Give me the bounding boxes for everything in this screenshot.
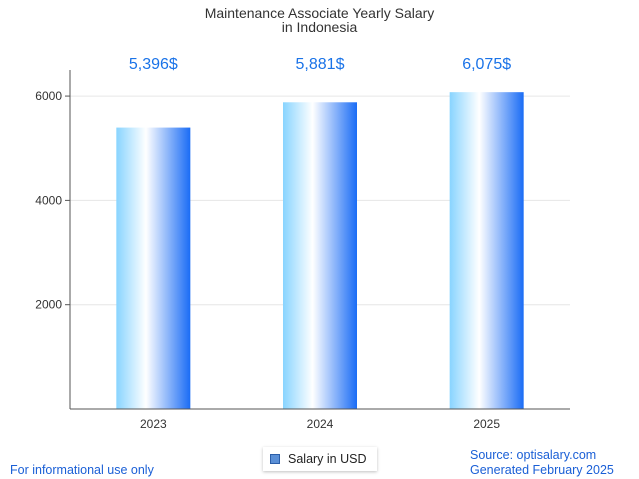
bar-2023 — [116, 127, 191, 409]
value-label: 6,075$ — [462, 56, 511, 73]
x-tick-label: 2024 — [307, 417, 334, 431]
legend-label: Salary in USD — [288, 452, 367, 466]
bar-2024 — [283, 102, 357, 409]
chart-title-line-1: Maintenance Associate Yearly Salary — [205, 5, 435, 21]
x-tick-label: 2025 — [473, 417, 500, 431]
value-label: 5,396$ — [129, 56, 178, 73]
generated-date: Generated February 2025 — [470, 463, 614, 477]
bar-2025 — [449, 92, 524, 410]
x-tick-label: 2023 — [140, 417, 167, 431]
chart-title-line-2: in Indonesia — [282, 19, 358, 35]
y-tick-label: 4000 — [35, 193, 62, 207]
y-tick-label: 6000 — [35, 89, 62, 103]
chart-legend: Salary in USD — [263, 447, 377, 471]
source-link[interactable]: Source: optisalary.com — [470, 448, 597, 462]
disclaimer-text: For informational use only — [10, 463, 154, 477]
legend-swatch — [270, 454, 280, 464]
value-label: 5,881$ — [296, 56, 345, 73]
y-tick-label: 2000 — [35, 298, 62, 312]
